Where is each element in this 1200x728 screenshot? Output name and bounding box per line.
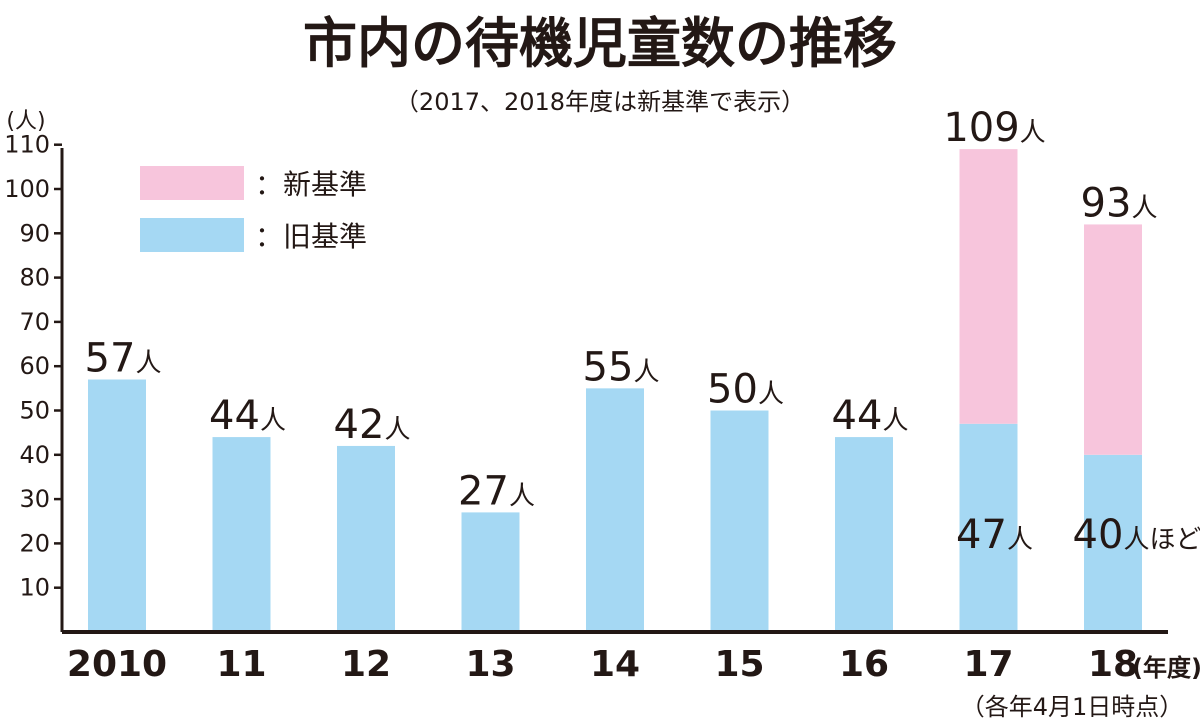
total-unit: 人 xyxy=(260,406,286,436)
total-label: 93人 xyxy=(1081,180,1158,226)
y-tick-label: 90 xyxy=(19,219,50,247)
total-label: 50人 xyxy=(707,367,784,413)
total-unit: 人 xyxy=(384,415,410,445)
x-tick-label: 2010 xyxy=(67,644,167,685)
y-tick-label: 10 xyxy=(19,574,50,602)
legend-swatch xyxy=(140,218,244,252)
total-value: 93 xyxy=(1081,180,1132,226)
chart-title: 市内の待機児童数の推移 xyxy=(303,12,897,75)
y-tick-label: 110 xyxy=(4,131,50,159)
y-axis: 10 20 30 40 50 60 70 80 90 100 110 xyxy=(4,131,64,632)
y-tick-label: 80 xyxy=(19,264,50,292)
total-value: 55 xyxy=(583,344,634,390)
legend-label: ：新基準 xyxy=(255,168,367,201)
legend-label: ：旧基準 xyxy=(255,220,367,253)
total-value: 27 xyxy=(458,468,509,514)
legend: ：新基準 ：旧基準 xyxy=(140,166,367,253)
total-label: 44人 xyxy=(832,393,909,439)
x-tick-label: 17 xyxy=(963,644,1013,685)
x-tick-label: 12 xyxy=(341,644,391,685)
x-tick-label: 14 xyxy=(590,644,640,685)
bar-new-standard xyxy=(1084,224,1142,455)
total-unit: 人 xyxy=(882,406,908,436)
legend-swatch xyxy=(140,166,244,200)
total-label: 57人 xyxy=(85,335,162,381)
y-tick-label: 100 xyxy=(4,175,50,203)
bar-new-standard xyxy=(959,149,1018,424)
y-tick-label: 70 xyxy=(19,308,50,336)
old-standard-value: 40 xyxy=(1073,512,1124,558)
y-tick-label: 20 xyxy=(19,529,50,557)
y-tick-label: 40 xyxy=(19,441,50,469)
total-unit: 人 xyxy=(1131,193,1157,223)
x-tick-label: 16 xyxy=(839,644,889,685)
bars-group xyxy=(88,149,1142,632)
bar-old-standard xyxy=(88,379,146,632)
old-standard-label: 47人 xyxy=(956,512,1033,558)
total-value: 50 xyxy=(707,367,758,413)
bar-old-standard xyxy=(835,437,893,632)
total-label: 55人 xyxy=(583,344,660,390)
total-unit: 人 xyxy=(1020,118,1046,148)
chart-subtitle: （2017、2018年度は新基準で表示） xyxy=(395,88,805,116)
bar-old-standard xyxy=(461,512,520,632)
y-axis-unit: (人) xyxy=(6,109,45,134)
total-value: 42 xyxy=(334,402,385,448)
total-unit: 人 xyxy=(633,357,659,387)
total-unit: 人 xyxy=(509,481,535,511)
y-tick-label: 50 xyxy=(19,397,50,425)
x-tick-label: 15 xyxy=(714,644,764,685)
bar-old-standard xyxy=(1084,454,1142,632)
total-unit: 人 xyxy=(135,348,161,378)
x-axis-unit: (年度) xyxy=(1132,654,1200,682)
y-tick-label: 60 xyxy=(19,352,50,380)
x-tick-label: 13 xyxy=(465,644,515,685)
bar-old-standard xyxy=(959,423,1018,632)
total-value: 109 xyxy=(943,105,1019,151)
total-label: 42人 xyxy=(334,402,411,448)
x-tick-label: 11 xyxy=(216,644,266,685)
date-note: （各年4月1日時点） xyxy=(961,693,1184,721)
old-standard-value: 47 xyxy=(956,512,1007,558)
x-axis: 2010 11 12 13 14 15 16 17 18 xyxy=(62,630,1168,685)
total-label: 109人 xyxy=(943,105,1045,151)
bar-old-standard xyxy=(710,410,769,632)
x-tick-label: 18 xyxy=(1088,644,1138,685)
y-tick-label: 30 xyxy=(19,485,50,513)
total-value: 57 xyxy=(85,335,136,381)
old-standard-unit: 人ほど xyxy=(1123,525,1200,555)
total-unit: 人 xyxy=(758,380,784,410)
bar-old-standard xyxy=(212,437,271,632)
total-label: 44人 xyxy=(209,393,286,439)
old-standard-unit: 人 xyxy=(1007,525,1033,555)
bar-old-standard xyxy=(586,388,644,632)
total-value: 44 xyxy=(832,393,883,439)
total-label: 27人 xyxy=(458,468,535,514)
old-standard-label: 40人ほど xyxy=(1073,512,1200,558)
total-value: 44 xyxy=(209,393,260,439)
bar-old-standard xyxy=(337,445,395,632)
